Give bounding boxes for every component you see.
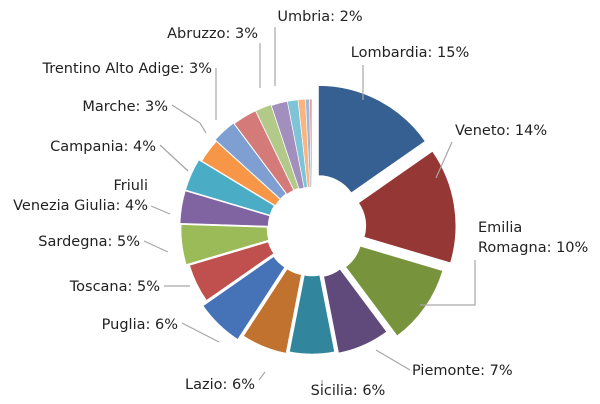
leader-line-puglia bbox=[181, 322, 220, 343]
pie-slice-trentino-alto-adige bbox=[214, 122, 287, 200]
pie-slice-sicilia bbox=[289, 274, 335, 355]
leader-lines bbox=[143, 27, 476, 386]
pie-slice-emilia-romagna bbox=[345, 245, 444, 337]
pie-slice-lazio bbox=[243, 268, 302, 354]
pie-slice-marche bbox=[201, 141, 281, 206]
pie-slices bbox=[179, 85, 457, 355]
leader-line-emilia-romagna bbox=[420, 260, 476, 306]
slice-label-piemonte: Piemonte: 7% bbox=[412, 363, 513, 379]
leader-line-sardegna bbox=[143, 240, 169, 253]
slice-label-toscana: Toscana: 5% bbox=[69, 279, 160, 295]
slice-label-umbria: Umbria: 2% bbox=[277, 9, 362, 25]
pie-slice-abruzzo bbox=[233, 110, 295, 195]
slice-label-veneto: Veneto: 14% bbox=[455, 123, 547, 139]
pie-slice-lombardia bbox=[318, 85, 426, 194]
slice-label-sardegna: Sardegna: 5% bbox=[38, 234, 140, 250]
leader-line-lazio bbox=[258, 371, 266, 381]
slice-label-marche: Marche: 3% bbox=[82, 99, 168, 115]
leader-line-veneto bbox=[435, 141, 453, 179]
leader-line-friuli-venezia-giulia bbox=[150, 205, 171, 215]
pie-slice-puglia bbox=[202, 256, 286, 340]
pie-slice-valle-d-aosta bbox=[309, 98, 313, 188]
pie-slice-veneto bbox=[358, 150, 457, 264]
leader-line-marche bbox=[171, 104, 207, 134]
slice-label-trentino-alto-adige: Trentino Alto Adige: 3% bbox=[42, 61, 213, 77]
slice-label-emilia-romagna: Emilia Romagna: 10% bbox=[478, 220, 588, 256]
pie-slice-friuli-venezia-giulia bbox=[179, 190, 271, 227]
pie-slice-piemonte bbox=[323, 268, 388, 354]
slice-label-lombardia: Lombardia: 15% bbox=[351, 45, 469, 61]
pie-slice-toscana bbox=[189, 241, 275, 301]
slice-label-campania: Campania: 4% bbox=[50, 139, 156, 155]
slice-label-abruzzo: Abruzzo: 3% bbox=[167, 26, 258, 42]
slice-labels: Lombardia: 15% Veneto: 14% Emilia Romagna: … bbox=[13, 9, 588, 399]
slice-label-friuli-venezia-giulia: Friuli Venezia Giulia: 4% bbox=[13, 178, 148, 214]
leader-line-piemonte bbox=[375, 349, 411, 371]
slice-label-puglia: Puglia: 6% bbox=[102, 317, 178, 333]
leader-line-campania bbox=[159, 144, 189, 172]
slice-label-sicilia: Sicilia: 6% bbox=[311, 383, 386, 399]
pie-slice-sardegna bbox=[180, 224, 270, 265]
slice-label-lazio: Lazio: 6% bbox=[185, 377, 255, 393]
pie-slice-campania bbox=[185, 159, 275, 216]
